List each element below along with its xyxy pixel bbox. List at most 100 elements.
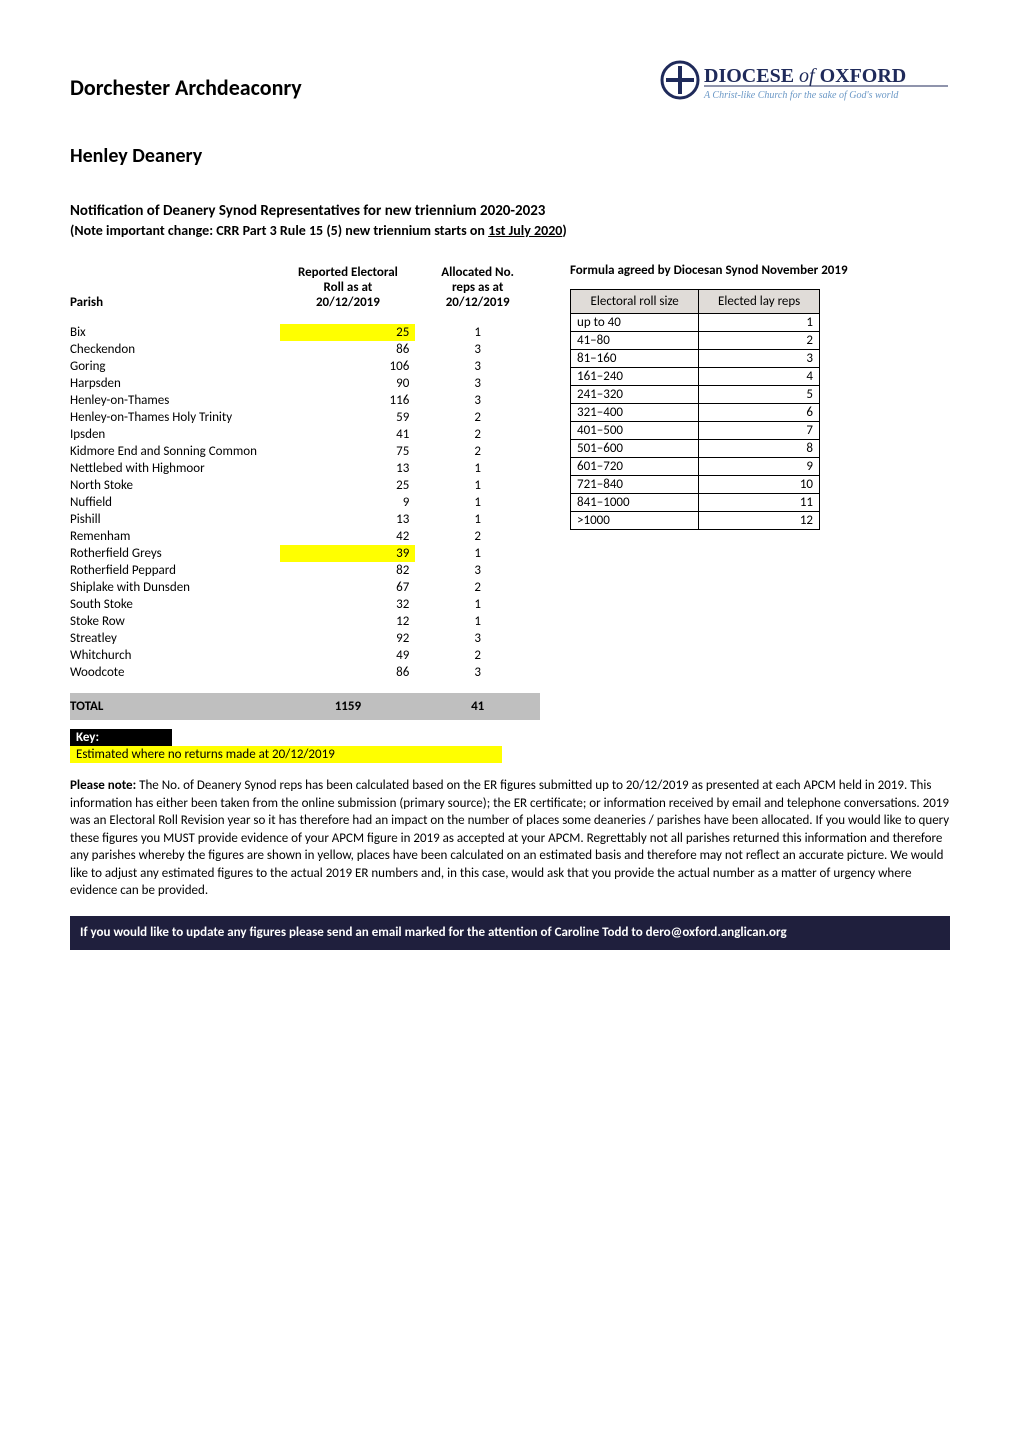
roll-value: 25 (280, 477, 415, 494)
formula-reps: 7 (699, 421, 820, 439)
roll-header: Reported ElectoralRoll as at20/12/2019 (280, 263, 415, 312)
key-label: Key: (70, 729, 172, 746)
parish-name: Henley-on-Thames (70, 392, 280, 409)
parish-name: Harpsden (70, 375, 280, 392)
parish-name: Goring (70, 358, 280, 375)
reps-value: 2 (415, 409, 540, 426)
formula-range: 501–600 (571, 439, 699, 457)
roll-value: 39 (280, 545, 415, 562)
roll-value: 86 (280, 341, 415, 358)
roll-value: 67 (280, 579, 415, 596)
roll-value: 106 (280, 358, 415, 375)
formula-reps: 2 (699, 331, 820, 349)
svg-text:A Christ-like Church for the s: A Christ-like Church for the sake of God… (703, 90, 899, 101)
parish-name: North Stoke (70, 477, 280, 494)
parish-name: Rotherfield Greys (70, 545, 280, 562)
notification-subtitle: (Note important change: CRR Part 3 Rule … (70, 222, 950, 239)
roll-value: 82 (280, 562, 415, 579)
parish-name: Nettlebed with Highmoor (70, 460, 280, 477)
roll-value: 49 (280, 647, 415, 664)
reps-value: 3 (415, 664, 540, 681)
formula-range: 321–400 (571, 403, 699, 421)
parish-name: Rotherfield Peppard (70, 562, 280, 579)
formula-table: Electoral roll size Elected lay reps up … (570, 289, 820, 530)
parish-name: Pishill (70, 511, 280, 528)
parish-table: Parish Reported ElectoralRoll as at20/12… (70, 263, 540, 720)
roll-value: 13 (280, 511, 415, 528)
parish-name: Henley-on-Thames Holy Trinity (70, 409, 280, 426)
total-label: TOTAL (70, 693, 280, 720)
parish-name: Whitchurch (70, 647, 280, 664)
formula-range-header: Electoral roll size (571, 289, 699, 313)
formula-range: 161–240 (571, 367, 699, 385)
reps-value: 2 (415, 647, 540, 664)
roll-value: 42 (280, 528, 415, 545)
parish-name: Remenham (70, 528, 280, 545)
roll-value: 59 (280, 409, 415, 426)
footer-contact-box: If you would like to update any figures … (70, 916, 950, 950)
reps-value: 3 (415, 375, 540, 392)
reps-value: 1 (415, 596, 540, 613)
roll-value: 13 (280, 460, 415, 477)
archdeaconry-title: Dorchester Archdeaconry (70, 74, 302, 101)
reps-value: 2 (415, 579, 540, 596)
reps-value: 3 (415, 392, 540, 409)
reps-value: 1 (415, 511, 540, 528)
parish-name: Bix (70, 324, 280, 341)
reps-value: 1 (415, 494, 540, 511)
parish-header: Parish (70, 263, 280, 312)
roll-value: 116 (280, 392, 415, 409)
reps-value: 1 (415, 324, 540, 341)
reps-value: 2 (415, 528, 540, 545)
reps-value: 1 (415, 613, 540, 630)
formula-range: 841–1000 (571, 493, 699, 511)
roll-value: 9 (280, 494, 415, 511)
formula-title: Formula agreed by Diocesan Synod Novembe… (570, 263, 880, 279)
formula-reps: 6 (699, 403, 820, 421)
reps-value: 1 (415, 477, 540, 494)
please-note-paragraph: Please note: The No. of Deanery Synod re… (70, 777, 950, 900)
parish-name: South Stoke (70, 596, 280, 613)
reps-header: Allocated No.reps as at20/12/2019 (415, 263, 540, 312)
roll-value: 12 (280, 613, 415, 630)
formula-reps: 1 (699, 313, 820, 331)
formula-range: 41–80 (571, 331, 699, 349)
parish-name: Ipsden (70, 426, 280, 443)
key-estimated-text: Estimated where no returns made at 20/12… (70, 746, 502, 763)
roll-value: 75 (280, 443, 415, 460)
formula-reps: 9 (699, 457, 820, 475)
reps-value: 2 (415, 443, 540, 460)
roll-value: 25 (280, 324, 415, 341)
reps-value: 2 (415, 426, 540, 443)
parish-name: Shiplake with Dunsden (70, 579, 280, 596)
reps-value: 3 (415, 630, 540, 647)
formula-reps: 10 (699, 475, 820, 493)
reps-value: 1 (415, 545, 540, 562)
notification-title: Notification of Deanery Synod Representa… (70, 202, 950, 220)
formula-range: 401–500 (571, 421, 699, 439)
key-box: Key: Estimated where no returns made at … (70, 728, 950, 763)
parish-name: Checkendon (70, 341, 280, 358)
formula-range: 601–720 (571, 457, 699, 475)
parish-name: Stoke Row (70, 613, 280, 630)
roll-value: 90 (280, 375, 415, 392)
roll-value: 92 (280, 630, 415, 647)
formula-reps: 12 (699, 511, 820, 529)
parish-name: Kidmore End and Sonning Common (70, 443, 280, 460)
roll-value: 32 (280, 596, 415, 613)
roll-value: 41 (280, 426, 415, 443)
total-reps: 41 (415, 693, 540, 720)
reps-value: 3 (415, 358, 540, 375)
parish-name: Nuffield (70, 494, 280, 511)
reps-value: 1 (415, 460, 540, 477)
formula-reps-header: Elected lay reps (699, 289, 820, 313)
formula-range: 721–840 (571, 475, 699, 493)
formula-range: >1000 (571, 511, 699, 529)
deanery-title: Henley Deanery (70, 144, 950, 168)
formula-reps: 11 (699, 493, 820, 511)
formula-reps: 4 (699, 367, 820, 385)
roll-value: 86 (280, 664, 415, 681)
formula-reps: 8 (699, 439, 820, 457)
formula-range: up to 40 (571, 313, 699, 331)
reps-value: 3 (415, 562, 540, 579)
